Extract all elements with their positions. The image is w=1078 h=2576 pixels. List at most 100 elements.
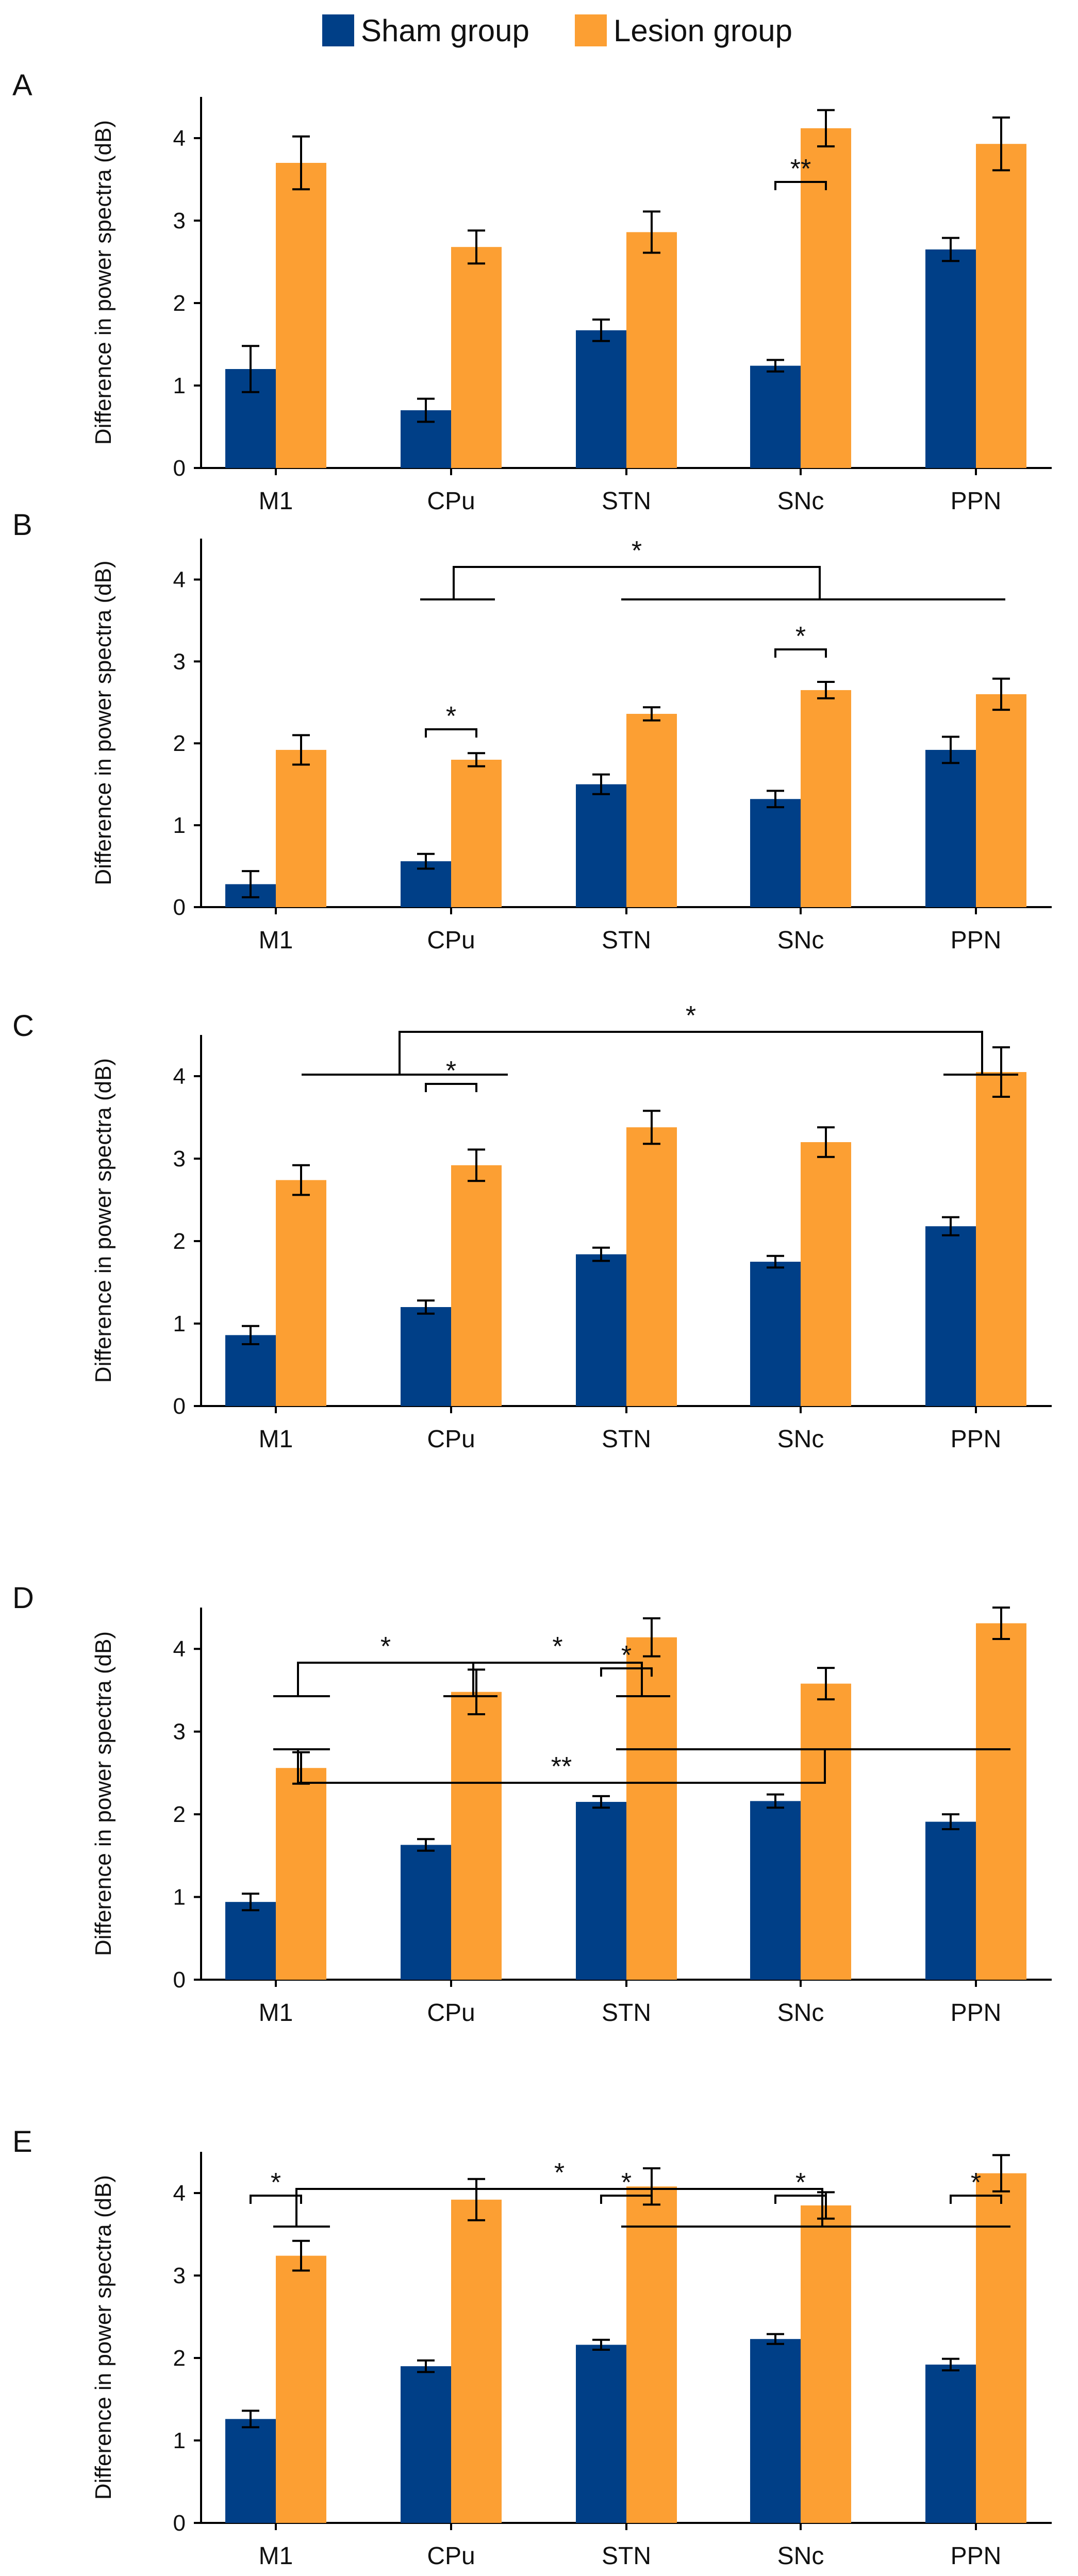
significance-marker: * [380,1632,391,1662]
x-tick-label: SNc [777,927,824,954]
bar-lesion [976,1072,1026,1406]
bar-lesion [626,714,677,907]
y-tick-label: 4 [173,1064,186,1089]
group-bracket-connector [295,2188,823,2227]
bar-sham [576,330,626,468]
bar-lesion [451,2199,502,2523]
bar-lesion [976,144,1026,468]
bar-sham [925,249,976,468]
bar-sham [576,784,626,907]
y-tick-label: 2 [173,1229,186,1254]
bar-sham [925,2364,976,2523]
significance-marker: * [621,2168,632,2198]
bar-lesion [626,1127,677,1406]
bar-lesion [976,694,1026,907]
group-bracket-connector [453,566,821,599]
bar-lesion [276,163,326,468]
y-tick-label: 4 [173,126,186,151]
significance-marker: * [621,1641,632,1670]
y-tick-label: 0 [173,456,186,481]
y-tick-label: 2 [173,1802,186,1827]
x-tick-label: STN [602,1999,651,2027]
y-tick-label: 1 [173,373,186,398]
panel-letter: A [12,69,32,102]
y-axis-label: Difference in power spectra (dB) [91,1631,116,1956]
y-tick-label: 2 [173,2346,186,2371]
bar-sham [750,799,801,907]
y-tick-label: 0 [173,895,186,920]
significance-marker: * [795,2168,806,2198]
y-tick-label: 1 [173,1311,186,1336]
panel-D: D Difference in power spectra (dB) 0 1 2 3 4 M1… [12,1581,1052,2027]
bar-lesion [276,749,326,907]
significance-bracket [774,2195,827,2204]
x-tick-label: CPu [427,2542,475,2570]
legend: Sham group Lesion group [322,13,792,48]
group-bracket-connector [472,1662,643,1696]
bar-lesion [626,232,677,468]
x-tick-label: STN [602,927,651,954]
x-tick-label: CPu [427,1426,475,1453]
y-tick-label: 0 [173,2511,186,2536]
significance-bracket [425,1083,477,1092]
y-axis-label: Difference in power spectra (dB) [91,560,116,885]
panel-letter: E [12,2125,32,2159]
x-tick-label: M1 [259,927,293,954]
bar-lesion [801,1683,851,1980]
significance-marker: * [271,2168,281,2198]
x-tick-label: M1 [259,488,293,515]
significance-marker: * [632,536,642,566]
y-axis-label: Difference in power spectra (dB) [91,120,116,445]
x-tick-label: STN [602,1426,651,1453]
x-tick-label: M1 [259,1426,293,1453]
significance-bracket [774,181,827,190]
significance-marker: * [552,1632,562,1662]
significance-bracket [600,1667,653,1677]
bar-sham [750,2339,801,2523]
y-tick-label: 4 [173,1636,186,1662]
bar-lesion [276,1180,326,1406]
bar-sham [225,1902,276,1980]
significance-marker: * [446,701,456,731]
x-tick-label: M1 [259,2542,293,2570]
x-tick-label: PPN [951,488,1002,515]
bar-sham [925,1226,976,1406]
x-tick-label: PPN [951,927,1002,954]
panel-letter: B [12,508,32,542]
x-tick-label: CPu [427,1999,475,2027]
y-tick-label: 3 [173,649,186,674]
panel-letter: D [12,1581,34,1615]
x-tick-label: PPN [951,1426,1002,1453]
bar-lesion [451,760,502,907]
x-tick-label: CPu [427,927,475,954]
x-tick-label: SNc [777,1426,824,1453]
x-tick-label: SNc [777,488,824,515]
legend-swatch-lesion [575,14,607,46]
bar-sham [750,1262,801,1406]
y-tick-label: 3 [173,1146,186,1172]
bar-lesion [451,1165,502,1406]
bar-lesion [801,2205,851,2523]
bar-lesion [976,1623,1026,1980]
x-tick-label: PPN [951,1999,1002,2027]
bar-lesion [276,1768,326,1980]
bar-sham [401,2366,451,2523]
bar-sham [576,2345,626,2523]
legend-swatch-sham [322,14,354,46]
significance-bracket [250,2195,302,2204]
bar-lesion [976,2173,1026,2523]
y-axis-label: Difference in power spectra (dB) [91,1058,116,1383]
y-tick-label: 2 [173,731,186,756]
bar-sham [225,1335,276,1406]
y-tick-label: 1 [173,1885,186,1910]
significance-marker: * [795,622,806,651]
bar-lesion [801,1142,851,1406]
y-axis-label: Difference in power spectra (dB) [91,2175,116,2500]
significance-bracket [425,728,477,738]
y-tick-label: 1 [173,813,186,838]
group-bracket-connector [399,1031,983,1075]
bar-lesion [276,2255,326,2523]
x-tick-label: SNc [777,2542,824,2570]
x-tick-label: CPu [427,488,475,515]
